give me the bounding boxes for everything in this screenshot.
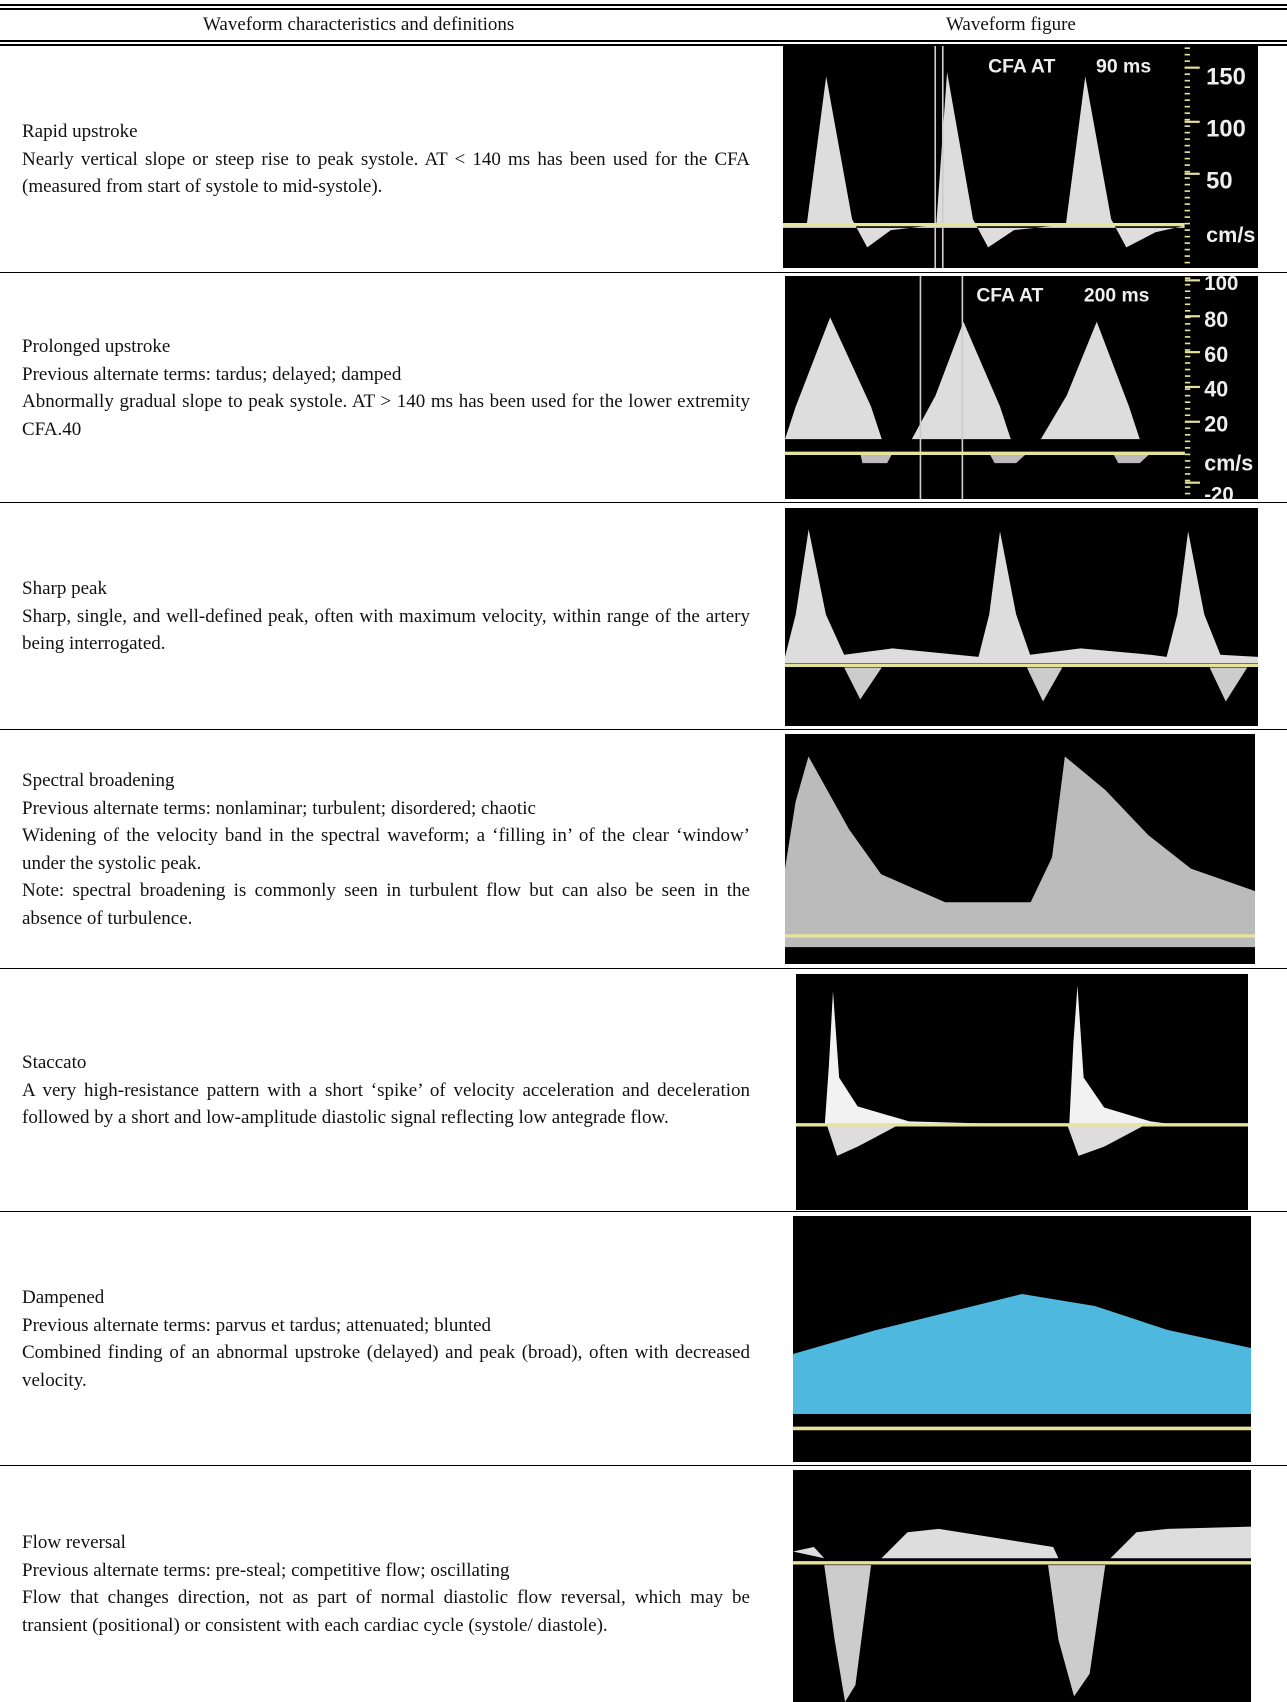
row-title: Dampened xyxy=(22,1284,750,1312)
figure-label: 90 ms xyxy=(1096,55,1151,77)
waveform-figure xyxy=(793,1216,1251,1462)
waveform-figure xyxy=(796,974,1248,1210)
figure-label: 100 xyxy=(1206,116,1246,143)
waveform xyxy=(827,1125,1145,1156)
definition-text: Previous alternate terms: pre-steal; com… xyxy=(22,1557,750,1585)
definition-text: Previous alternate terms: nonlaminar; tu… xyxy=(22,795,750,823)
waveform xyxy=(785,756,1255,947)
waveform xyxy=(793,1294,1251,1414)
waveform xyxy=(824,1565,1105,1702)
waveform-figure xyxy=(793,1470,1251,1702)
header-cell: Waveform characteristics and definitions xyxy=(203,14,514,36)
waveform xyxy=(793,1527,1251,1559)
figure-label: cm/s xyxy=(1206,222,1255,247)
figure-label: 80 xyxy=(1204,307,1228,332)
row-title: Sharp peak xyxy=(22,575,750,603)
definition-text: A very high-resistance pattern with a sh… xyxy=(22,1077,750,1132)
definition-text: Sharp, single, and well-defined peak, of… xyxy=(22,603,750,658)
definition-text: Nearly vertical slope or steep rise to p… xyxy=(22,146,750,201)
waveform xyxy=(825,986,1176,1125)
figure-label: CFA AT xyxy=(976,284,1043,306)
figure-label: cm/s xyxy=(1204,451,1253,476)
figure-label: -20 xyxy=(1204,483,1234,499)
row-title: Prolonged upstroke xyxy=(22,333,750,361)
figure-label: 60 xyxy=(1204,342,1228,367)
definition-text: Combined finding of an abnormal upstroke… xyxy=(22,1339,750,1394)
header-cell: Waveform figure xyxy=(946,14,1076,36)
waveform-figure: CFA AT 200 ms 100 80 60 40 20 cm/s -20 xyxy=(785,276,1258,499)
figure-label: 50 xyxy=(1206,168,1232,195)
rule xyxy=(0,4,1287,6)
figure-label: CFA AT xyxy=(988,55,1055,77)
definition-text: Previous alternate terms: parvus et tard… xyxy=(22,1312,750,1340)
figure-label: 200 ms xyxy=(1084,284,1150,306)
figure-label: 150 xyxy=(1206,64,1246,91)
definition-text: Widening of the velocity band in the spe… xyxy=(22,822,750,877)
figure-label: 20 xyxy=(1204,411,1228,436)
definition-text: Flow that changes direction, not as part… xyxy=(22,1584,750,1639)
rule xyxy=(0,40,1287,42)
waveform-figure: CFA AT 90 ms 150 100 50 cm/s xyxy=(783,46,1258,268)
waveform xyxy=(785,529,1258,663)
page: Waveform characteristics and definitions… xyxy=(0,0,1287,1702)
waveform-figure xyxy=(785,508,1258,726)
waveform xyxy=(783,72,1185,247)
figure-label: 40 xyxy=(1204,377,1228,402)
row-title: Rapid upstroke xyxy=(22,118,750,146)
definition-text: Abnormally gradual slope to peak systole… xyxy=(22,388,750,443)
rule xyxy=(0,8,1287,10)
waveform-figure xyxy=(785,734,1255,964)
row-title: Spectral broadening xyxy=(22,767,750,795)
definition-text: Previous alternate terms: tardus; delaye… xyxy=(22,361,750,389)
row-title: Staccato xyxy=(22,1049,750,1077)
row-title: Flow reversal xyxy=(22,1529,750,1557)
figure-label: 100 xyxy=(1204,276,1238,295)
definition-text: Note: spectral broadening is commonly se… xyxy=(22,877,750,932)
waveform xyxy=(844,668,1247,702)
